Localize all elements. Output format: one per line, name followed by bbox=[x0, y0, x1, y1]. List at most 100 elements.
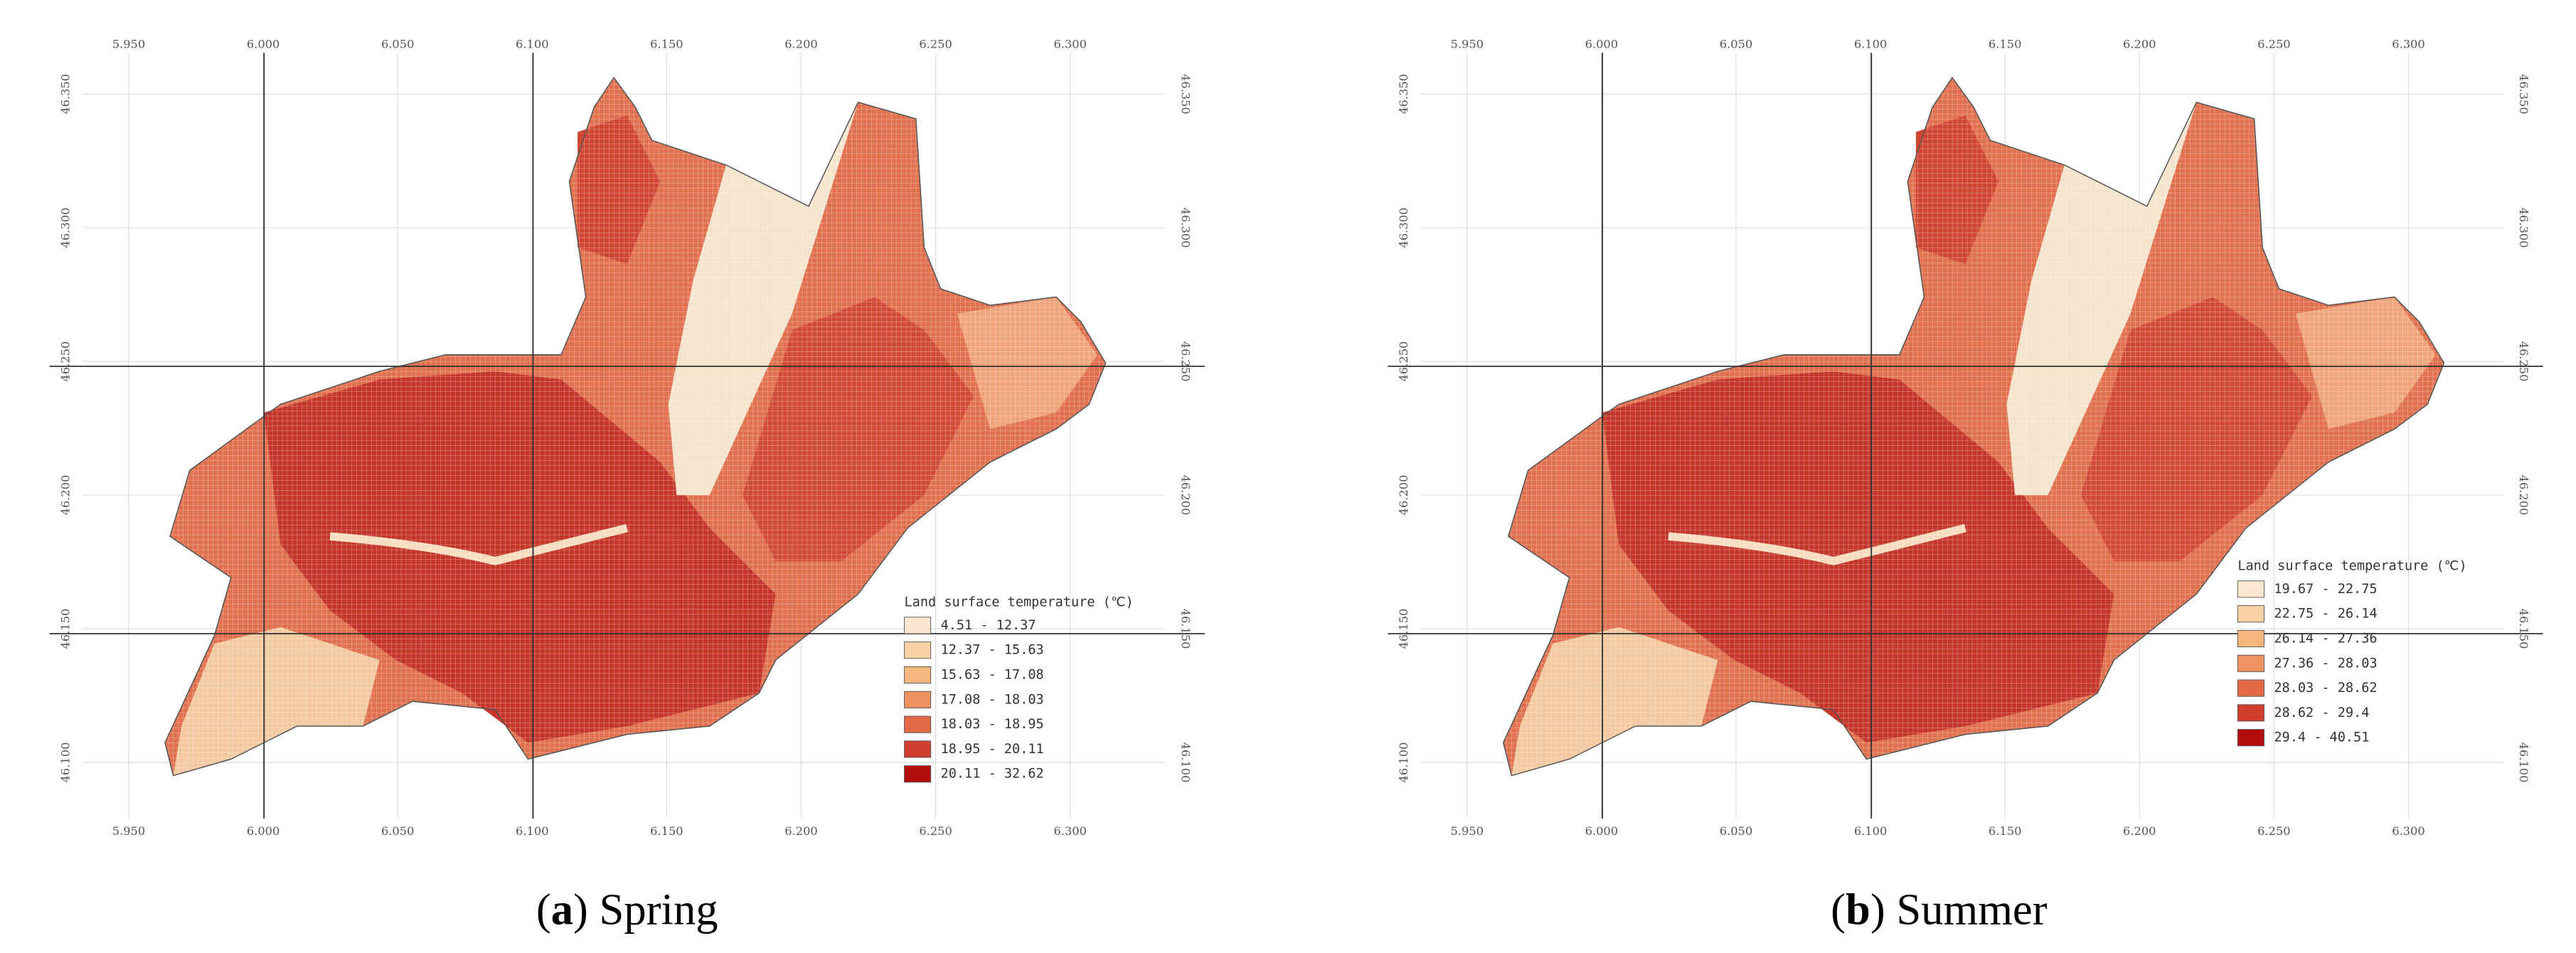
legend-swatch bbox=[904, 740, 932, 758]
x-tick-label: 6.300 bbox=[2392, 37, 2425, 50]
x-tick-label: 6.050 bbox=[1720, 37, 1752, 50]
y-tick-label: 46.350 bbox=[2517, 74, 2530, 115]
y-tick-label: 46.150 bbox=[2517, 609, 2530, 649]
y-tick-label: 46.200 bbox=[58, 475, 72, 516]
y-tick-label: 46.200 bbox=[1178, 475, 1192, 516]
x-tick-label: 6.150 bbox=[1989, 824, 2021, 838]
y-tick-label: 46.300 bbox=[58, 208, 72, 248]
legend-swatch bbox=[2237, 704, 2264, 722]
y-tick-label: 46.350 bbox=[58, 74, 72, 115]
x-tick-label: 6.000 bbox=[247, 824, 280, 838]
map-panel: 5.950 5.950 6.000 6.000 6.050 6.050 6.100 6.100… bbox=[49, 37, 1205, 838]
y-tick-label: 46.100 bbox=[1178, 742, 1192, 783]
legend-swatch bbox=[2237, 580, 2264, 598]
legend-label: 4.51 - 12.37 bbox=[941, 618, 1036, 633]
x-tick-label: 6.300 bbox=[1053, 37, 1086, 50]
x-tick-label: 5.950 bbox=[112, 824, 145, 838]
legend-swatch bbox=[2237, 679, 2264, 697]
x-tick-label: 6.250 bbox=[2257, 37, 2290, 50]
legend-label: 17.08 - 18.03 bbox=[941, 692, 1044, 707]
legend-label: 22.75 - 26.14 bbox=[2274, 607, 2377, 622]
legend-swatch bbox=[2237, 729, 2264, 747]
y-tick-label: 46.300 bbox=[1178, 208, 1192, 248]
y-tick-label: 46.300 bbox=[1397, 208, 1410, 248]
y-tick-label: 46.250 bbox=[58, 341, 72, 382]
legend-swatch bbox=[904, 666, 932, 684]
legend-swatch bbox=[2237, 629, 2264, 648]
caption-text: ) Summer bbox=[1870, 884, 2048, 934]
x-tick-label: 6.000 bbox=[247, 37, 280, 50]
y-tick-label: 46.150 bbox=[1178, 609, 1192, 649]
y-tick-label: 46.100 bbox=[1397, 742, 1410, 783]
legend-label: 12.37 - 15.63 bbox=[941, 643, 1044, 658]
x-tick-label: 6.100 bbox=[1854, 824, 1887, 838]
legend-label: 15.63 - 17.08 bbox=[941, 668, 1044, 683]
legend-label: 18.03 - 18.95 bbox=[941, 717, 1044, 732]
y-tick-label: 46.250 bbox=[2517, 341, 2530, 382]
y-tick-label: 46.250 bbox=[1397, 341, 1410, 382]
x-tick-label: 6.150 bbox=[1989, 37, 2021, 50]
caption-text: ) Spring bbox=[573, 884, 718, 934]
x-tick-label: 6.250 bbox=[919, 37, 952, 50]
x-tick-label: 6.200 bbox=[2123, 824, 2156, 838]
y-tick-label: 46.100 bbox=[58, 742, 72, 783]
x-tick-label: 6.250 bbox=[919, 824, 952, 838]
x-tick-label: 6.150 bbox=[650, 824, 683, 838]
x-tick-label: 6.100 bbox=[1854, 37, 1887, 50]
legend-label: 19.67 - 22.75 bbox=[2274, 582, 2377, 597]
caption-label: a bbox=[551, 884, 573, 934]
x-tick-label: 6.050 bbox=[1720, 824, 1752, 838]
x-tick-label: 6.200 bbox=[784, 37, 817, 50]
legend-swatch bbox=[904, 641, 932, 659]
map-panel: 5.950 5.950 6.000 6.000 6.050 6.050 6.100 6.100… bbox=[1388, 37, 2543, 838]
legend-title: Land surface temperature (℃) bbox=[905, 595, 1134, 609]
caption-text: ( bbox=[536, 884, 551, 934]
x-tick-label: 5.950 bbox=[112, 37, 145, 50]
legend-label: 26.14 - 27.36 bbox=[2274, 631, 2377, 646]
legend: Land surface temperature (℃) 19.67 - 22.7… bbox=[2237, 558, 2467, 747]
legend-label: 18.95 - 20.11 bbox=[941, 742, 1044, 757]
x-tick-label: 6.000 bbox=[1585, 824, 1618, 838]
x-tick-label: 6.050 bbox=[381, 37, 414, 50]
x-tick-label: 6.050 bbox=[381, 824, 414, 838]
y-tick-label: 46.150 bbox=[58, 609, 72, 649]
legend-label: 28.62 - 29.4 bbox=[2274, 706, 2369, 720]
x-tick-label: 5.950 bbox=[1451, 37, 1484, 50]
y-tick-label: 46.100 bbox=[2517, 742, 2530, 783]
legend-label: 27.36 - 28.03 bbox=[2274, 656, 2377, 671]
legend-swatch bbox=[904, 715, 932, 733]
legend-label: 28.03 - 28.62 bbox=[2274, 681, 2377, 696]
x-tick-label: 6.150 bbox=[650, 37, 683, 50]
legend-title: Land surface temperature (℃) bbox=[2237, 558, 2466, 573]
x-tick-label: 5.950 bbox=[1451, 824, 1484, 838]
legend-label: 20.11 - 32.62 bbox=[941, 767, 1044, 782]
study-area-map bbox=[1503, 78, 2444, 775]
legend-swatch bbox=[2237, 654, 2264, 672]
legend-swatch bbox=[904, 617, 932, 634]
x-tick-label: 6.200 bbox=[2123, 37, 2156, 50]
y-tick-label: 46.250 bbox=[1178, 341, 1192, 382]
caption-text: ( bbox=[1831, 884, 1846, 934]
x-tick-label: 6.200 bbox=[784, 824, 817, 838]
legend: Land surface temperature (℃) 4.51 - 12.37… bbox=[904, 595, 1134, 783]
legend-swatch bbox=[904, 691, 932, 708]
x-tick-label: 6.300 bbox=[1053, 824, 1086, 838]
legend-label: 29.4 - 40.51 bbox=[2274, 730, 2369, 745]
legend-swatch bbox=[904, 765, 932, 783]
y-tick-label: 46.350 bbox=[1178, 74, 1192, 115]
x-tick-label: 6.300 bbox=[2392, 824, 2425, 838]
caption: (a) Spring bbox=[536, 884, 718, 934]
x-tick-label: 6.100 bbox=[516, 37, 548, 50]
y-tick-label: 46.150 bbox=[1397, 609, 1410, 649]
x-tick-label: 6.100 bbox=[516, 824, 548, 838]
y-tick-label: 46.300 bbox=[2517, 208, 2530, 248]
x-tick-label: 6.000 bbox=[1585, 37, 1618, 50]
y-tick-label: 46.350 bbox=[1397, 74, 1410, 115]
caption: (b) Summer bbox=[1831, 884, 2048, 934]
y-tick-label: 46.200 bbox=[2517, 475, 2530, 516]
x-tick-label: 6.250 bbox=[2257, 824, 2290, 838]
legend-swatch bbox=[2237, 605, 2264, 623]
caption-label: b bbox=[1846, 884, 1870, 934]
y-tick-label: 46.200 bbox=[1397, 475, 1410, 516]
